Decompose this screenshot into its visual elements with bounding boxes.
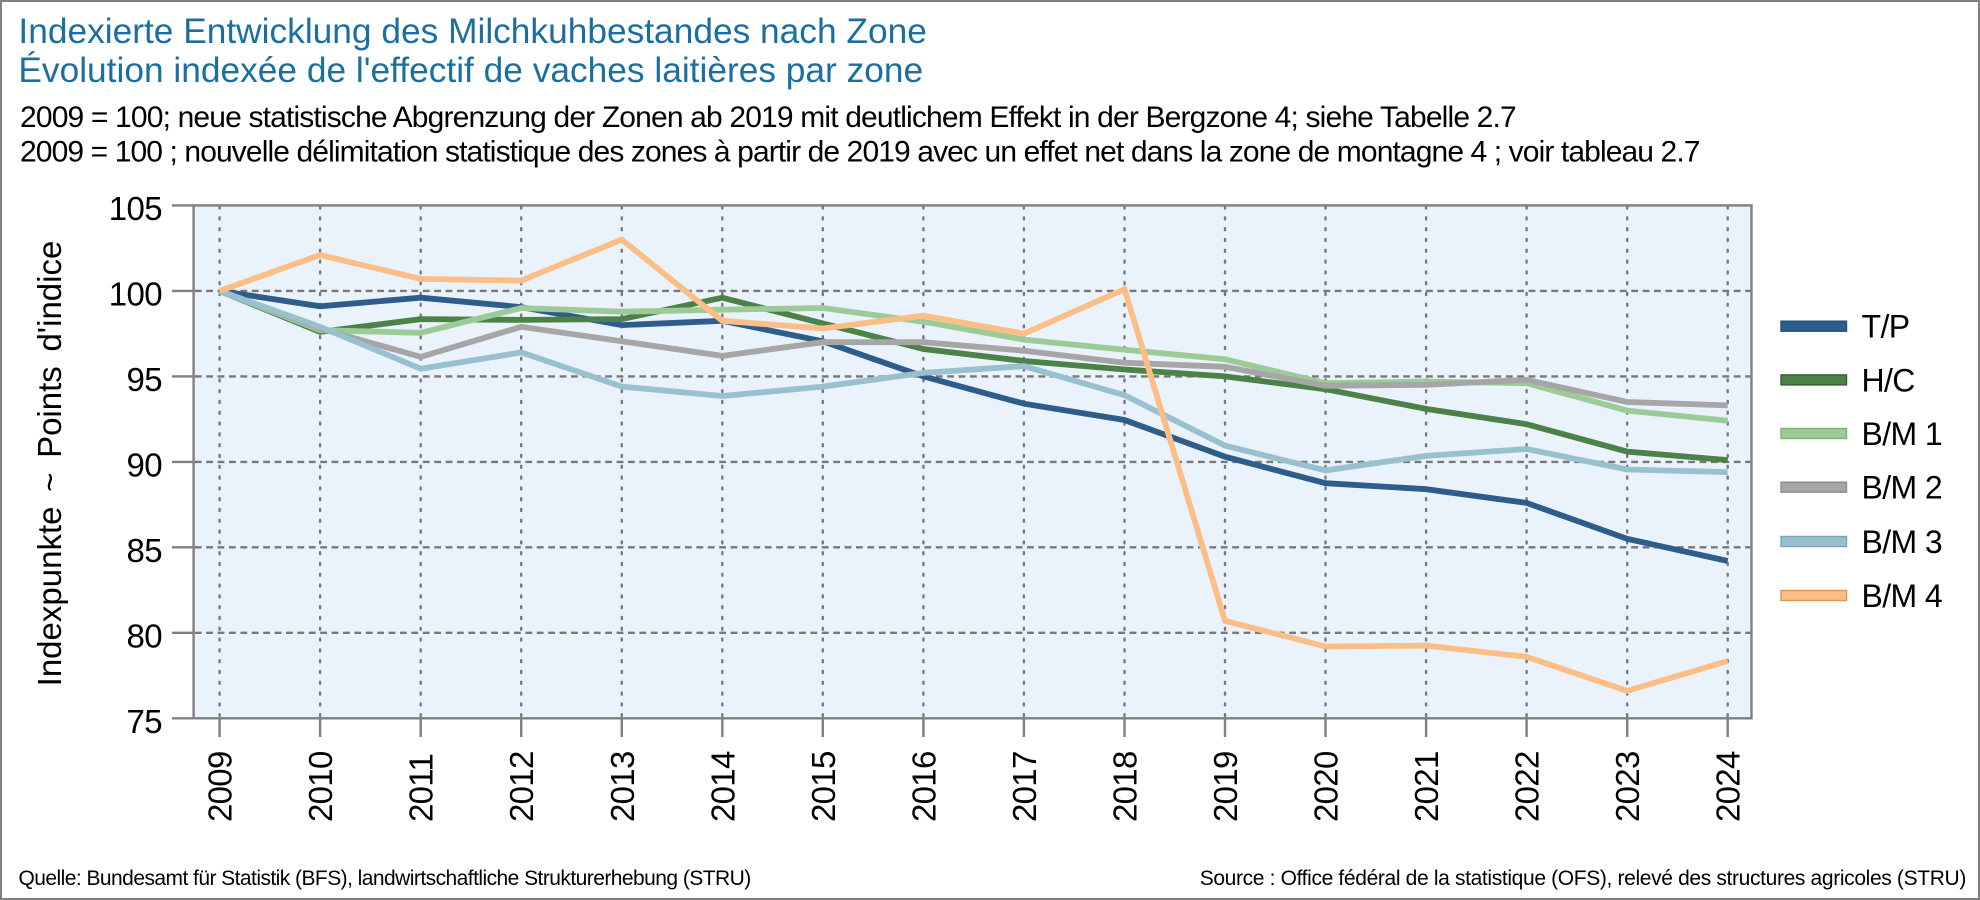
svg-text:B/M 3: B/M 3 — [1862, 524, 1943, 560]
svg-text:2018: 2018 — [1107, 751, 1144, 822]
svg-text:100: 100 — [109, 275, 163, 312]
svg-text:105: 105 — [109, 190, 162, 227]
svg-text:2010: 2010 — [302, 751, 339, 822]
svg-text:Indexpunkte ~ Points d'indic: Indexpunkte ~ Points d'indice — [31, 241, 68, 687]
svg-text:95: 95 — [126, 361, 162, 398]
svg-text:75: 75 — [126, 703, 162, 740]
svg-text:2016: 2016 — [905, 751, 942, 822]
svg-text:Indexierte Entwicklung des Mil: Indexierte Entwicklung des Milchkuhbesta… — [18, 12, 926, 51]
svg-text:B/M 1: B/M 1 — [1862, 416, 1943, 452]
svg-text:2020: 2020 — [1308, 751, 1345, 822]
svg-text:2023: 2023 — [1609, 751, 1646, 822]
svg-text:2009 = 100 ; nouvelle délimita: 2009 = 100 ; nouvelle délimitation stati… — [20, 136, 1700, 169]
svg-text:2013: 2013 — [604, 751, 641, 822]
svg-text:2012: 2012 — [503, 751, 540, 822]
svg-text:T/P: T/P — [1862, 309, 1910, 345]
svg-text:2009 = 100; neue statistische: 2009 = 100; neue statistische Abgrenzung… — [20, 101, 1516, 134]
svg-text:2014: 2014 — [704, 751, 741, 822]
svg-text:Évolution indexée de l'effecti: Évolution indexée de l'effectif de vache… — [18, 51, 923, 90]
svg-text:80: 80 — [126, 617, 162, 654]
svg-text:2009: 2009 — [202, 751, 239, 822]
svg-text:B/M 4: B/M 4 — [1862, 578, 1943, 614]
svg-text:Quelle: Bundesamt für Statisti: Quelle: Bundesamt für Statistik (BFS), l… — [19, 867, 751, 890]
svg-text:2015: 2015 — [805, 751, 842, 822]
svg-text:2017: 2017 — [1006, 751, 1043, 822]
svg-text:2011: 2011 — [403, 754, 440, 822]
svg-text:2021: 2021 — [1408, 751, 1445, 822]
svg-text:2019: 2019 — [1207, 751, 1244, 822]
svg-text:2022: 2022 — [1509, 751, 1546, 822]
svg-text:Source : Office fédéral de la: Source : Office fédéral de la statistiqu… — [1200, 867, 1966, 890]
svg-text:90: 90 — [126, 446, 162, 483]
svg-text:H/C: H/C — [1862, 362, 1915, 398]
svg-text:85: 85 — [126, 532, 162, 569]
svg-text:B/M 2: B/M 2 — [1862, 470, 1943, 506]
svg-text:2024: 2024 — [1710, 751, 1747, 822]
